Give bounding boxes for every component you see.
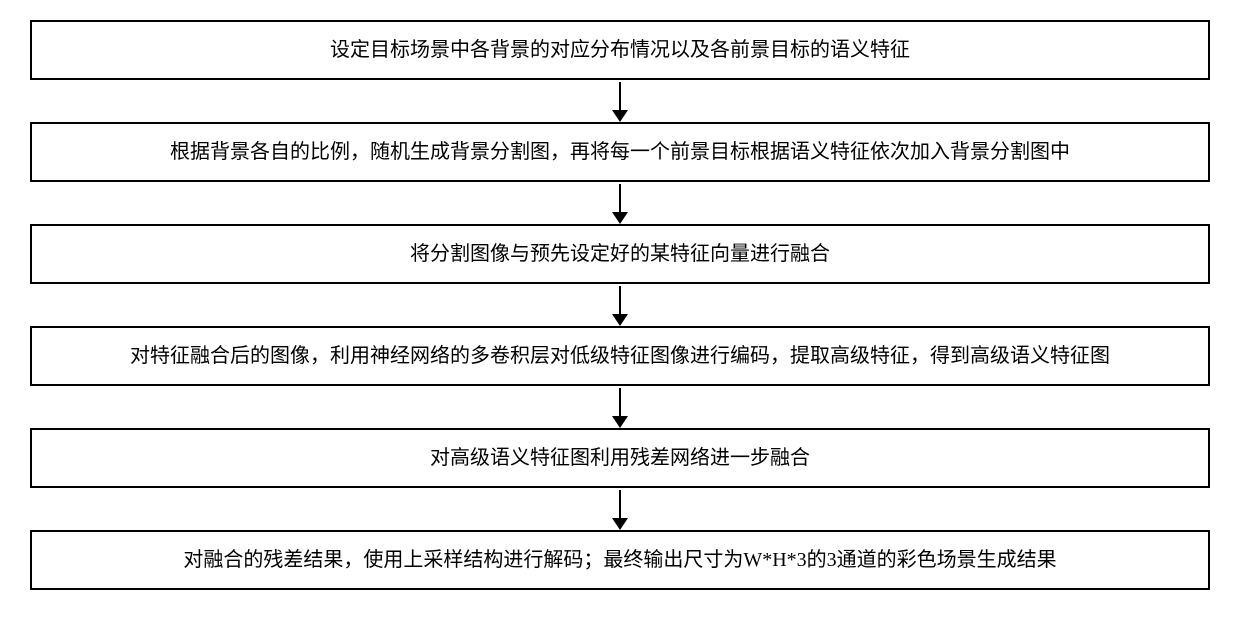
arrow-icon — [619, 388, 621, 426]
flow-step-4: 对特征融合后的图像，利用神经网络的多卷积层对低级特征图像进行编码，提取高级特征，… — [30, 326, 1210, 386]
arrow-icon — [619, 82, 621, 120]
flow-step-6: 对融合的残差结果，使用上采样结构进行解码；最终输出尺寸为W*H*3的3通道的彩色… — [30, 530, 1210, 590]
flowchart-container: 设定目标场景中各背景的对应分布情况以及各前景目标的语义特征 根据背景各自的比例，… — [30, 20, 1210, 590]
flow-step-3: 将分割图像与预先设定好的某特征向量进行融合 — [30, 224, 1210, 284]
flow-step-1: 设定目标场景中各背景的对应分布情况以及各前景目标的语义特征 — [30, 20, 1210, 80]
flow-step-5: 对高级语义特征图利用残差网络进一步融合 — [30, 428, 1210, 488]
flow-step-2: 根据背景各自的比例，随机生成背景分割图，再将每一个前景目标根据语义特征依次加入背… — [30, 122, 1210, 182]
arrow-icon — [619, 184, 621, 222]
arrow-icon — [619, 490, 621, 528]
arrow-icon — [619, 286, 621, 324]
